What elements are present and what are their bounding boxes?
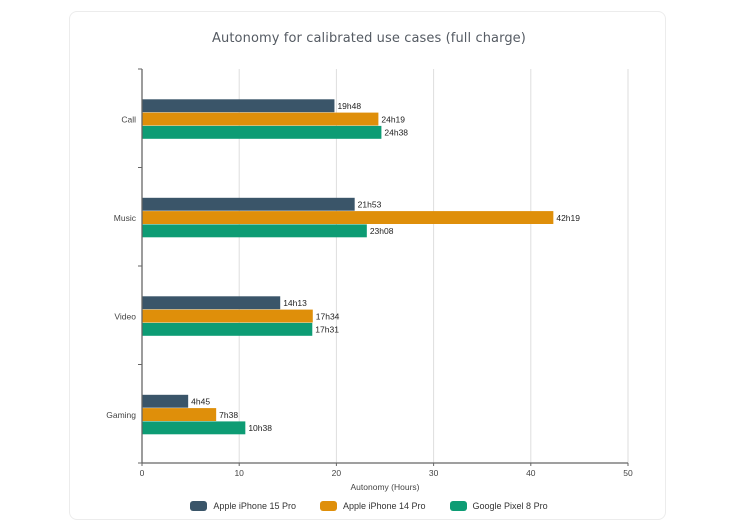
legend: Apple iPhone 15 Pro Apple iPhone 14 Pro Go…: [0, 499, 738, 513]
legend-label: Google Pixel 8 Pro: [472, 501, 548, 511]
category-label: Video: [114, 311, 136, 321]
data-label: 7h38: [219, 410, 238, 420]
x-tick-label: 40: [526, 468, 536, 478]
bar-apple-iphone-14-pro: [142, 112, 379, 126]
legend-swatch: [319, 501, 337, 511]
x-axis-title: Autonomy (Hours): [351, 482, 420, 492]
legend-item[interactable]: Google Pixel 8 Pro: [449, 501, 548, 511]
category-label: Call: [121, 114, 136, 124]
data-label: 24h19: [381, 114, 405, 124]
category-label: Gaming: [106, 410, 136, 420]
data-label: 10h38: [248, 423, 272, 433]
data-label: 23h08: [370, 226, 394, 236]
data-label: 14h13: [283, 298, 307, 308]
data-label: 42h19: [556, 213, 580, 223]
chart-title: Autonomy for calibrated use cases (full …: [212, 31, 526, 46]
legend-item[interactable]: Apple iPhone 14 Pro: [319, 501, 426, 511]
bar-apple-iphone-15-pro: [142, 394, 189, 408]
bar-google-pixel-8-pro: [142, 322, 313, 336]
bar-apple-iphone-15-pro: [142, 99, 335, 113]
x-tick-label: 20: [332, 468, 342, 478]
data-label: 17h31: [315, 325, 339, 335]
category-label: Music: [114, 213, 137, 223]
legend-label: Apple iPhone 15 Pro: [213, 501, 296, 511]
bar-apple-iphone-14-pro: [142, 211, 554, 224]
x-tick-label: 0: [140, 468, 145, 478]
legend-swatch: [190, 501, 208, 511]
bar-apple-iphone-15-pro: [142, 197, 355, 211]
bar-apple-iphone-14-pro: [142, 408, 217, 421]
chart-card: [69, 11, 666, 520]
x-tick-label: 50: [623, 468, 633, 478]
data-label: 4h45: [191, 396, 210, 406]
bar-google-pixel-8-pro: [142, 421, 246, 435]
bar-apple-iphone-15-pro: [142, 296, 281, 310]
x-tick-label: 10: [234, 468, 244, 478]
bar-apple-iphone-14-pro: [142, 309, 313, 323]
legend-item[interactable]: Apple iPhone 15 Pro: [190, 501, 296, 511]
x-tick-label: 30: [429, 468, 439, 478]
bar-google-pixel-8-pro: [142, 125, 382, 139]
data-label: 17h34: [316, 311, 340, 321]
data-label: 19h48: [337, 101, 361, 111]
legend-swatch: [449, 501, 467, 511]
legend-label: Apple iPhone 14 Pro: [342, 501, 426, 511]
data-label: 24h38: [384, 128, 408, 138]
data-label: 21h53: [358, 199, 382, 209]
bar-google-pixel-8-pro: [142, 224, 367, 238]
